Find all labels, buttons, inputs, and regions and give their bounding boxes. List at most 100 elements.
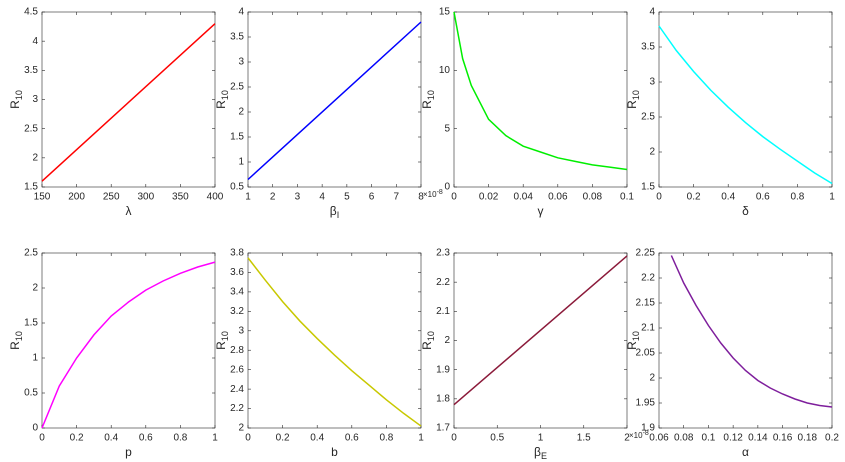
x-tick-label: 0.2 <box>276 433 290 444</box>
x-tick-label: 0.2 <box>687 192 701 203</box>
y-tick-label: 10 <box>439 65 451 76</box>
y-label-text: R <box>8 341 22 350</box>
y-tick-label: 3.5 <box>641 42 655 53</box>
x-tick-label: 0.1 <box>701 433 715 444</box>
x-label-text: δ <box>742 204 749 218</box>
y-tick-label: 3.8 <box>230 248 244 259</box>
y-label-sub: 10 <box>631 331 641 341</box>
x-label-text: b <box>331 445 338 459</box>
x-tick-label: 7 <box>394 192 400 203</box>
data-line <box>658 25 833 185</box>
y-label-sub: 10 <box>220 90 230 100</box>
x-tick-label: 6 <box>369 192 375 203</box>
x-tick-label: 3 <box>295 192 301 203</box>
y-tick-label: 2 <box>444 335 450 346</box>
y-tick-label: 2.4 <box>230 384 244 395</box>
y-tick-label: 0.5 <box>24 388 38 399</box>
y-label: R10 <box>420 331 436 350</box>
y-tick-label: 1 <box>32 353 38 364</box>
x-tick-label: 2 <box>270 192 276 203</box>
x-tick-label: 1 <box>829 192 835 203</box>
y-label: R10 <box>8 331 24 350</box>
axes-box <box>453 252 628 429</box>
y-tick-label: 1.7 <box>436 423 450 434</box>
y-tick-label: 3 <box>238 57 244 68</box>
y-tick-label: 3 <box>238 325 244 336</box>
x-label-text: γ <box>538 204 544 218</box>
y-tick-label: 1.5 <box>230 132 244 143</box>
x-tick-label: 0 <box>245 433 251 444</box>
y-tick-label: 2.6 <box>230 364 244 375</box>
y-tick-label: 3 <box>649 77 655 88</box>
x-tick-label: 1.5 <box>577 433 591 444</box>
y-tick-label: 4 <box>649 7 655 18</box>
y-label-sub: 10 <box>426 90 436 100</box>
axes-box <box>453 11 628 188</box>
y-tick-label: 2.25 <box>636 248 656 259</box>
data-line <box>670 255 833 408</box>
x-tick-label: 1 <box>245 192 251 203</box>
y-label-sub: 10 <box>220 331 230 341</box>
x-label: α <box>742 445 749 459</box>
x-tick-label: 2 <box>624 433 630 444</box>
x-label-sub: E <box>541 451 547 461</box>
y-tick-label: 2.5 <box>230 82 244 93</box>
axes-box <box>658 11 833 188</box>
x-tick-label: 0.4 <box>104 433 118 444</box>
y-label: R10 <box>214 90 230 109</box>
y-tick-label: 1.5 <box>641 182 655 193</box>
x-label: βE <box>534 445 547 461</box>
y-tick-label: 1 <box>238 157 244 168</box>
x-label-text: α <box>742 445 749 459</box>
y-tick-label: 3.6 <box>230 267 244 278</box>
y-label-text: R <box>625 341 639 350</box>
x-tick-label: 0.4 <box>721 192 735 203</box>
y-tick-label: 2.15 <box>636 298 656 309</box>
x-tick-label: 0.6 <box>345 433 359 444</box>
x-tick-label: 0.6 <box>139 433 153 444</box>
y-label: R10 <box>625 331 641 350</box>
x-tick-label: 400 <box>207 192 224 203</box>
y-label: R10 <box>625 90 641 109</box>
x-tick-label: 0.04 <box>513 192 533 203</box>
x-label-text: λ <box>126 204 132 218</box>
x-tick-label: 350 <box>172 192 189 203</box>
y-tick-label: 2.5 <box>24 248 38 259</box>
y-label-text: R <box>420 100 434 109</box>
x-tick-label: 0 <box>39 433 45 444</box>
subplot: 0.06 0.08 0.1 0.12 0.14 0.16 0.18 0.2 1.9 1.95 2 2.… <box>625 248 839 460</box>
x-tick-label: 5 <box>344 192 350 203</box>
y-label-text: R <box>214 100 228 109</box>
y-tick-label: 2 <box>238 107 244 118</box>
x-label: b <box>331 445 338 459</box>
x-tick-label: 0.8 <box>790 192 804 203</box>
y-tick-label: 0 <box>32 423 38 434</box>
x-tick-label: 0 <box>451 433 457 444</box>
data-line <box>41 23 216 182</box>
x-tick-label: 300 <box>137 192 154 203</box>
y-tick-label: 1.5 <box>24 182 38 193</box>
y-tick-label: 2.1 <box>436 306 450 317</box>
axes-box <box>658 252 833 429</box>
x-tick-label: 0.12 <box>723 433 743 444</box>
data-line <box>247 21 422 181</box>
y-tick-label: 1.9 <box>436 364 450 375</box>
subplot: 150 200 250 300 350 400 1.5 2 2.5 3 3.5 4 4.5 λ R10 <box>8 7 224 219</box>
axes-box <box>247 11 422 188</box>
y-tick-label: 1.9 <box>641 423 655 434</box>
x-tick-label: 0.8 <box>173 433 187 444</box>
y-tick-label: 15 <box>439 7 451 18</box>
y-tick-label: 2.2 <box>436 277 450 288</box>
x-multiplier-exp: -8 <box>437 189 443 196</box>
x-multiplier-base: ×10 <box>629 431 643 440</box>
x-multiplier-exp: -8 <box>643 430 649 437</box>
x-label: βI <box>330 204 339 220</box>
axes-box <box>247 252 422 429</box>
y-tick-label: 2.05 <box>636 348 656 359</box>
data-line <box>41 261 216 429</box>
x-tick-label: 1 <box>538 433 544 444</box>
y-tick-label: 3 <box>32 94 38 105</box>
